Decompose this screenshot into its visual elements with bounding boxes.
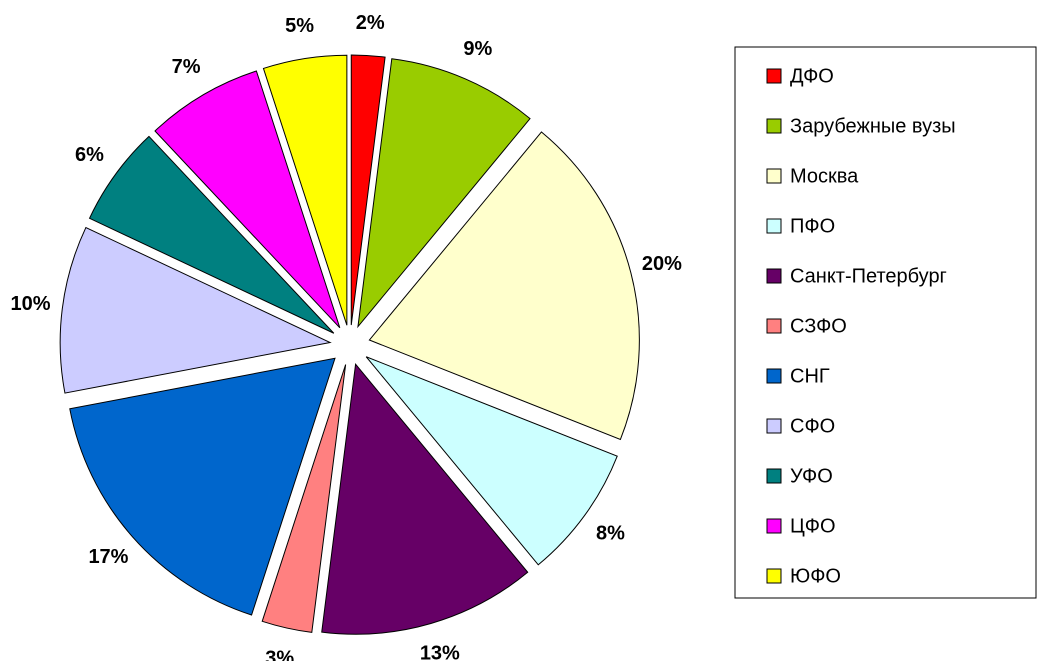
legend-swatch (766, 518, 782, 534)
data-label: 3% (265, 648, 294, 661)
pie-slice (59, 226, 332, 394)
legend-label: ДФО (790, 65, 834, 87)
legend-label: Москва (790, 165, 859, 187)
legend-label: Санкт-Петербург (790, 265, 947, 287)
data-label: 17% (88, 546, 128, 568)
pie-slice (69, 357, 336, 616)
data-label: 20% (642, 253, 682, 275)
pie-slice (368, 131, 640, 441)
legend-swatch (766, 268, 782, 284)
pie-slice (154, 70, 341, 329)
legend-swatch (766, 68, 782, 84)
legend-swatch (766, 568, 782, 584)
data-label: 2% (356, 12, 385, 34)
data-label: 10% (11, 293, 51, 315)
data-label: 6% (75, 144, 104, 166)
pie-slice (350, 54, 386, 326)
data-label: 7% (172, 56, 201, 78)
pie-slice (357, 58, 531, 329)
pie-slice (262, 54, 348, 326)
pie-slice (365, 356, 618, 566)
legend-swatch (766, 468, 782, 484)
data-label: 5% (285, 15, 314, 37)
legend-label: СФО (790, 415, 835, 437)
legend-swatch (766, 318, 782, 334)
legend-label: Зарубежные вузы (790, 115, 956, 137)
pie-slice (88, 135, 335, 334)
legend-label: УФО (790, 465, 833, 487)
pie-slice (321, 362, 529, 635)
legend-swatch (766, 168, 782, 184)
legend-label: СЗФО (790, 315, 847, 337)
legend-swatch (766, 118, 782, 134)
legend-label: СНГ (790, 365, 830, 387)
legend-label: ЦФО (790, 515, 836, 537)
legend-label: ЮФО (790, 565, 841, 587)
legend-label: ПФО (790, 215, 835, 237)
legend-swatch (766, 418, 782, 434)
legend-swatch (766, 218, 782, 234)
legend-box (734, 46, 1037, 599)
data-label: 8% (596, 523, 625, 545)
data-label: 9% (463, 38, 492, 60)
legend-swatch (766, 368, 782, 384)
pie-slice (261, 364, 347, 633)
data-label: 13% (420, 642, 460, 661)
